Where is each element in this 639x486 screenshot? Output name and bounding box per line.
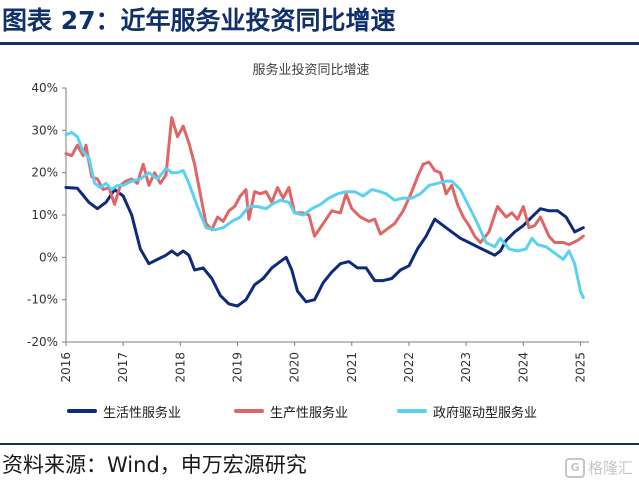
x-tick-label: 2022 [402, 352, 416, 383]
x-tick-label: 2024 [516, 352, 530, 383]
chart-legend: 生活性服务业 生产性服务业 政府驱动型服务业 [0, 398, 639, 424]
y-tick-label: 40% [31, 81, 58, 95]
y-tick-label: 0% [39, 250, 58, 264]
y-tick-label: 10% [31, 208, 58, 222]
series-line-3 [64, 131, 585, 300]
legend-swatch [234, 409, 264, 413]
figure-title: 图表 27：近年服务业投资同比增速 [2, 6, 396, 35]
y-tick-label: 30% [31, 123, 58, 137]
legend-label: 生产性服务业 [270, 405, 349, 421]
source-note: 资料来源：Wind，申万宏源研究 [2, 453, 307, 477]
y-tick-label: 20% [31, 166, 58, 180]
legend-swatch [397, 409, 427, 413]
watermark: G 格隆汇 [564, 456, 633, 480]
watermark-text: 格隆汇 [587, 459, 633, 477]
line-chart: 服务业投资同比增速 -20% -10% 0% 10% 20% 30% 40% 2016 2017… [27, 62, 589, 383]
x-tick-label: 2025 [573, 352, 587, 383]
series-line-1 [64, 186, 585, 308]
legend-label: 生活性服务业 [103, 405, 182, 421]
y-tick-label: -20% [27, 335, 58, 349]
x-tick-label: 2019 [230, 352, 244, 383]
x-tick-label: 2017 [116, 352, 130, 383]
y-tick-label: -10% [27, 293, 58, 307]
legend-label: 政府驱动型服务业 [433, 405, 538, 421]
watermark-logo-icon: G [564, 458, 585, 478]
footer-divider [0, 443, 639, 445]
x-tick-label: 2018 [173, 352, 187, 383]
legend-swatch [67, 409, 97, 413]
title-divider [0, 42, 639, 45]
chart-series-layer [64, 116, 585, 308]
legend-item-2: 生产性服务业 [234, 398, 348, 424]
x-tick-label: 2020 [288, 352, 302, 383]
x-tick-label: 2023 [459, 352, 473, 383]
series-line-2 [64, 116, 585, 247]
chart-title: 服务业投资同比增速 [252, 62, 369, 78]
x-tick-label: 2021 [345, 352, 359, 383]
x-tick-label: 2016 [59, 352, 73, 383]
legend-item-1: 生活性服务业 [67, 398, 181, 424]
chart-axes: -20% -10% 0% 10% 20% 30% 40% 2016 2017 2018 2019 20… [27, 81, 589, 383]
legend-item-3: 政府驱动型服务业 [397, 398, 537, 424]
